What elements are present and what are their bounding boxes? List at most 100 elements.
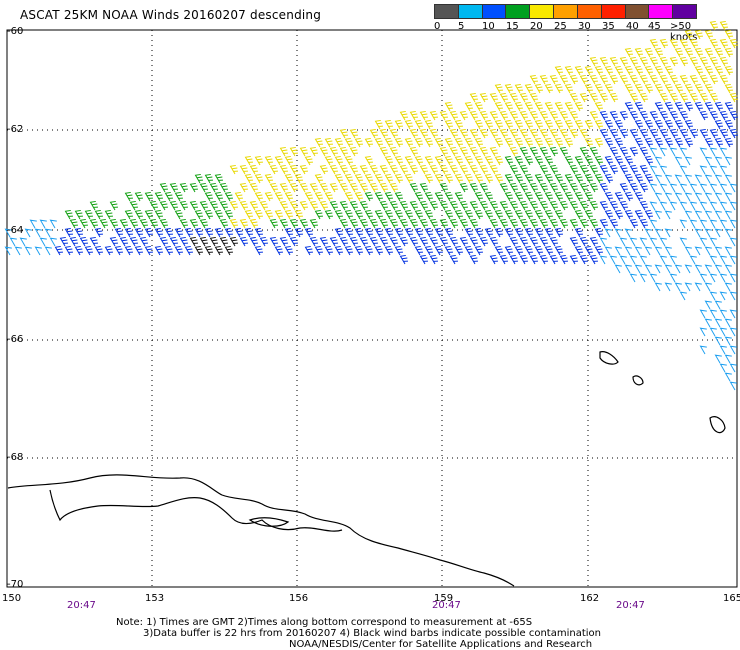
wind-barb [499,110,508,121]
wind-barb [669,201,677,211]
legend-label: 25 [554,21,567,32]
wind-barb [704,83,713,94]
wind-barb [714,156,722,166]
wind-barb [334,137,343,148]
wind-barb [414,119,423,130]
wind-barb [719,345,727,355]
wind-barb [224,209,233,220]
wind-barb [694,210,702,220]
wind-barb [299,146,308,157]
wind-barb [459,164,468,175]
wind-barb [469,146,478,157]
wind-barb [84,245,93,256]
wind-barb [624,83,633,94]
wind-barb [164,227,173,238]
wind-barb [664,137,673,148]
wind-barb [444,101,453,112]
wind-barb [634,101,643,112]
wind-barb [194,227,203,238]
wind-barb [324,245,333,256]
wind-barb [144,191,153,202]
wind-barb [659,183,667,193]
wind-barb [664,210,672,220]
wind-barb [634,209,643,220]
note-line-1: Note: 1) Times are GMT 2)Times along bot… [116,617,533,628]
wind-barb [569,128,578,139]
wind-barb [524,83,533,94]
wind-barb [389,128,398,139]
wind-barb [544,137,553,148]
wind-barb [679,74,688,85]
wind-barb [429,200,438,211]
wind-barb [434,173,443,184]
wind-barb [319,182,328,193]
wind-barb [679,183,687,193]
wind-barb [419,182,428,193]
wind-barb [344,137,353,148]
wind-barb [689,38,698,49]
wind-barb [514,155,523,166]
wind-barb [529,74,538,85]
wind-barb [374,137,383,148]
wind-barb [519,218,528,229]
wind-barb [254,155,263,166]
wind-barb [729,201,737,211]
wind-barb [609,74,618,85]
wind-barb [264,155,273,166]
wind-barb [479,236,488,247]
wind-barb [109,218,118,229]
wind-barb [349,146,358,157]
wind-barb [729,92,738,103]
legend-label: 40 [626,21,639,32]
wind-barb [509,146,518,157]
wind-barb [509,254,518,265]
wind-barb [654,228,662,238]
wind-barb [229,218,238,229]
wind-barb [284,245,293,256]
wind-barb [699,92,708,103]
wind-barb [669,92,678,103]
wind-barb [374,209,383,220]
wind-barb [519,110,528,121]
wind-barb [574,173,583,184]
wind-barb [409,146,418,157]
wind-barb [189,218,198,229]
wind-barb [554,209,563,220]
wind-barb [374,173,383,184]
legend-label: 15 [506,21,519,32]
wind-barb [369,236,378,247]
wind-barb [704,137,713,148]
wind-barb [599,56,608,67]
wind-barb [429,254,438,265]
wind-barb [719,363,727,373]
wind-barb [299,200,308,211]
wind-barb [724,174,732,184]
wind-barb [654,210,662,220]
wind-barb [624,228,632,238]
lon-label-156: 156 [289,593,309,604]
wind-barb [304,245,313,256]
wind-barb [584,119,593,130]
wind-barb [664,65,673,76]
wind-barb [644,155,653,166]
wind-barb [409,218,418,229]
wind-barb [504,119,513,130]
wind-barb [79,218,88,229]
antarctic-coastline [7,351,726,587]
wind-barb [729,219,737,229]
wind-barb [39,219,47,229]
wind-barb [544,227,553,238]
wind-barb [134,191,143,202]
wind-barb [584,155,593,166]
note-line-3: NOAA/NESDIS/Center for Satellite Applica… [289,639,593,650]
wind-barb [464,173,473,184]
wind-barb [594,65,603,76]
wind-barb [579,254,588,265]
wind-barb [119,218,128,229]
wind-barb [724,246,732,256]
wind-barb [59,236,68,247]
wind-barb [269,164,278,175]
wind-barb [649,147,657,157]
wind-barb [139,218,148,229]
wind-barb [394,155,403,166]
